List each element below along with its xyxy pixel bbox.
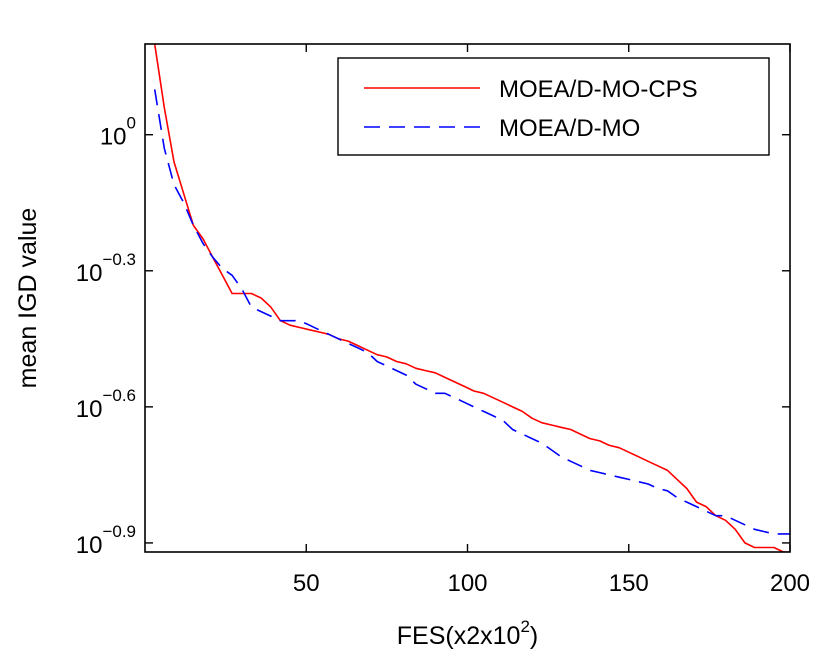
x-tick-label: 200 xyxy=(770,570,810,597)
y-tick-label: 10−0.6 xyxy=(76,386,136,423)
series-line-moea-d-mo-cps xyxy=(153,44,790,552)
x-tick-label: 150 xyxy=(609,570,649,597)
plot-area xyxy=(153,44,790,552)
axis-labels: 50 100 150 200 100 10−0.3 10−0.6 10−0.9 FES(x2x1… xyxy=(14,114,810,650)
legend-box xyxy=(337,57,770,156)
legend-label: MOEA/D-MO xyxy=(499,115,640,142)
axes xyxy=(144,43,791,553)
y-tick-label: 10−0.3 xyxy=(76,250,136,287)
y-tick-label: 10−0.9 xyxy=(76,522,136,559)
legend-label: MOEA/D-MO-CPS xyxy=(499,76,698,103)
y-tick-label: 100 xyxy=(100,114,136,151)
x-tick-label: 100 xyxy=(447,570,487,597)
legend: MOEA/D-MO-CPS MOEA/D-MO xyxy=(337,57,770,156)
x-axis-label: FES(x2x102) xyxy=(397,617,538,650)
x-tick-label: 50 xyxy=(293,570,320,597)
y-axis-label: mean IGD value xyxy=(14,208,42,389)
series-line-moea-d-mo xyxy=(153,89,790,535)
